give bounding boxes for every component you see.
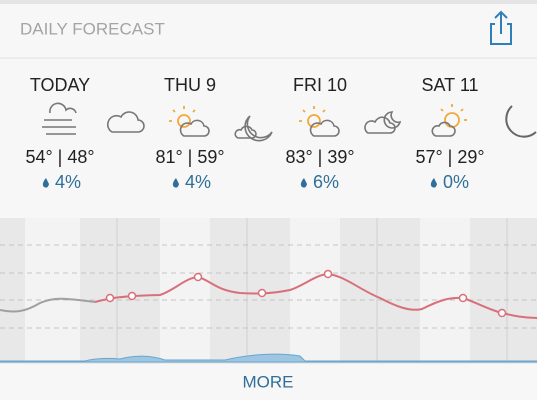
fog-icon — [42, 102, 77, 135]
precip: 4% 4% 6% 0% — [42, 172, 469, 192]
day-label: THU 9 — [164, 75, 216, 95]
day-label: FRI 10 — [293, 75, 347, 95]
sun-cloud-icon — [431, 104, 467, 137]
sun-cloud-icon — [299, 106, 340, 137]
sun-cloud-icon — [169, 106, 210, 137]
share-button[interactable] — [490, 10, 512, 45]
precip-value: 4% — [185, 172, 211, 192]
more-button[interactable] — [0, 364, 537, 400]
moon-cloud-icon — [364, 111, 402, 134]
precip-value: 4% — [55, 172, 81, 192]
temperature: 57° | 29° — [415, 147, 484, 167]
moon-icon — [505, 105, 537, 138]
precip-value: 0% — [443, 172, 469, 192]
temperature: 83° | 39° — [285, 147, 354, 167]
temperature: 54° | 48° — [25, 147, 94, 167]
day-label: TODAY — [30, 75, 90, 95]
hourly-graph — [0, 218, 537, 363]
precip-value: 6% — [313, 172, 339, 192]
moon-cloud-icon — [234, 115, 273, 142]
top-edge — [0, 0, 537, 4]
cloud-icon — [106, 111, 145, 133]
more-label[interactable]: MORE — [243, 372, 294, 391]
day-label: SAT 11 — [421, 75, 478, 95]
section-title: DAILY FORECAST — [20, 19, 165, 38]
temperature: 81° | 59° — [155, 147, 224, 167]
